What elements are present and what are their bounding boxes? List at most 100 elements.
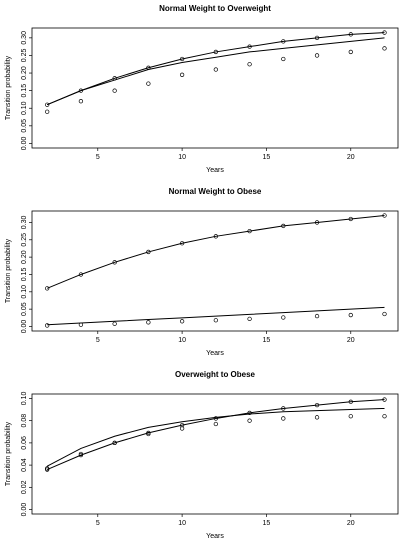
- y-axis-label: Transition probability: [5, 421, 12, 486]
- y-tick-label: 0.00: [21, 320, 28, 334]
- x-tick-label: 10: [178, 154, 186, 161]
- point: [314, 220, 320, 225]
- point: [314, 35, 320, 41]
- point: [112, 440, 117, 446]
- y-tick-label: 0.04: [21, 458, 28, 472]
- point: [281, 416, 286, 421]
- point: [146, 249, 151, 255]
- point: [146, 81, 151, 86]
- plot-frame: [31, 210, 399, 332]
- y-tick-label: 0.00: [21, 503, 28, 517]
- point: [213, 49, 218, 55]
- point: [213, 421, 218, 427]
- series-line: [46, 37, 385, 106]
- series-line: [46, 215, 385, 289]
- point: [281, 315, 286, 320]
- y-tick-label: 0.15: [21, 268, 28, 282]
- y-tick-label: 0.06: [21, 436, 28, 450]
- point: [247, 316, 252, 322]
- y-tick-label: 0.10: [21, 392, 28, 406]
- y-axis-label: Transition probability: [5, 55, 12, 120]
- point: [146, 431, 151, 437]
- x-tick-label: 15: [263, 337, 271, 344]
- plot-frame: [31, 393, 399, 515]
- point: [213, 234, 218, 239]
- point: [45, 286, 50, 291]
- y-tick-label: 0.02: [21, 480, 28, 494]
- chart-title: Overweight to Obese: [175, 370, 256, 379]
- point: [348, 399, 353, 404]
- point: [314, 415, 320, 420]
- point: [314, 53, 320, 58]
- y-tick-label: 0.15: [21, 84, 28, 98]
- x-tick-label: 5: [96, 337, 100, 344]
- x-axis-label: Years: [206, 350, 224, 357]
- x-axis-label: Years: [206, 167, 224, 174]
- y-tick-label: 0.30: [21, 216, 28, 230]
- y-axis-label: Transition probability: [5, 238, 12, 303]
- point: [213, 318, 218, 323]
- y-tick-label: 0.20: [21, 250, 28, 264]
- point: [45, 102, 50, 107]
- point: [314, 402, 320, 408]
- y-tick-label: 0.20: [21, 66, 28, 80]
- point: [213, 416, 218, 421]
- point: [348, 32, 353, 37]
- x-tick-label: 5: [96, 154, 100, 161]
- point: [78, 88, 84, 93]
- point: [348, 216, 353, 222]
- point: [179, 241, 185, 246]
- point: [45, 109, 50, 114]
- series-line: [46, 32, 385, 106]
- series-line: [46, 407, 385, 467]
- point: [382, 414, 387, 419]
- x-axis-label: Years: [206, 533, 224, 540]
- y-tick-label: 0.10: [21, 285, 28, 299]
- point: [247, 62, 252, 67]
- point: [382, 213, 387, 218]
- point: [112, 321, 117, 326]
- point: [247, 228, 252, 234]
- point: [78, 99, 84, 104]
- chart-title: Normal Weight to Overweight: [159, 4, 271, 13]
- x-tick-label: 5: [96, 520, 100, 527]
- point: [179, 56, 185, 62]
- point: [281, 406, 286, 411]
- point: [78, 451, 84, 457]
- x-tick-label: 10: [178, 337, 186, 344]
- point: [382, 397, 387, 402]
- series-line: [46, 399, 385, 471]
- point: [213, 67, 218, 72]
- y-tick-label: 0.00: [21, 137, 28, 151]
- point: [348, 312, 353, 318]
- point: [146, 320, 151, 325]
- x-tick-label: 20: [347, 337, 355, 344]
- y-tick-label: 0.30: [21, 31, 28, 45]
- y-tick-label: 0.25: [21, 49, 28, 63]
- point: [179, 426, 185, 431]
- point: [281, 39, 286, 44]
- point: [45, 466, 50, 471]
- point: [348, 49, 353, 55]
- point: [179, 72, 185, 77]
- point: [247, 418, 252, 423]
- x-tick-label: 20: [347, 154, 355, 161]
- point: [314, 313, 320, 319]
- x-tick-label: 20: [347, 520, 355, 527]
- point: [179, 319, 185, 324]
- point: [112, 260, 117, 265]
- chart-title: Normal Weight to Obese: [169, 187, 262, 196]
- point: [382, 311, 387, 317]
- point: [78, 272, 84, 277]
- point: [281, 56, 286, 62]
- point: [45, 323, 50, 328]
- series-line: [47, 306, 385, 326]
- point: [247, 44, 252, 49]
- point: [78, 322, 84, 327]
- x-tick-label: 10: [178, 520, 186, 527]
- point: [382, 46, 387, 51]
- point: [382, 30, 387, 35]
- y-tick-label: 0.10: [21, 101, 28, 115]
- y-tick-label: 0.05: [21, 119, 28, 133]
